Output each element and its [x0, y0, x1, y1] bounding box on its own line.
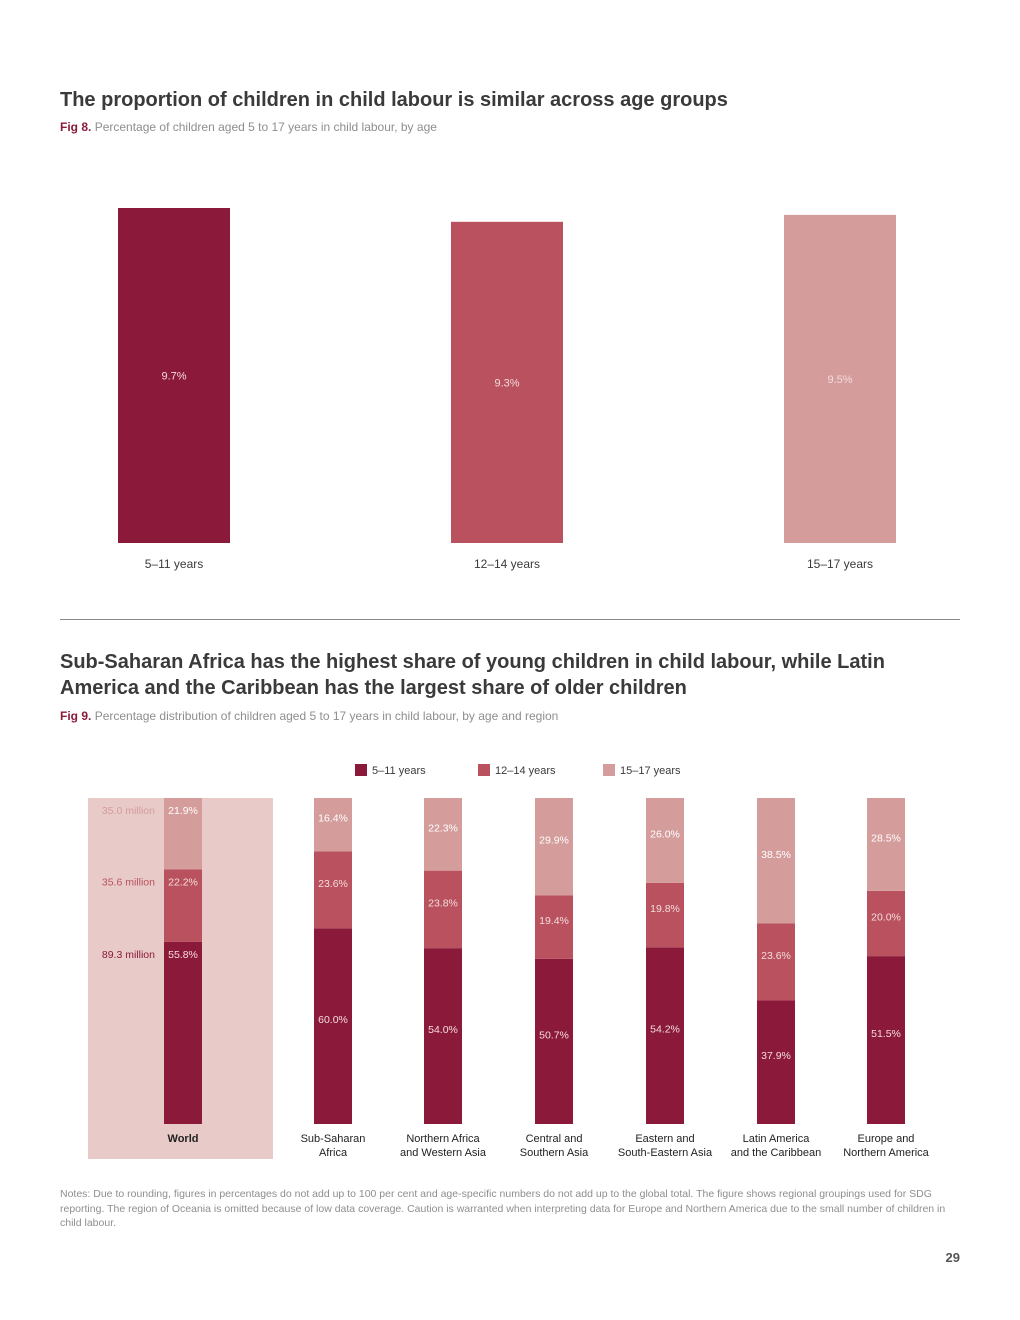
fig9-label: Fig 9.: [60, 709, 92, 723]
segment-value-label: 16.4%: [318, 813, 348, 825]
segment-value-label: 38.5%: [761, 849, 791, 861]
segment-value-label: 54.2%: [650, 1024, 680, 1036]
stacked-bar-segment: [164, 869, 202, 942]
segment-value-label: 50.7%: [539, 1029, 569, 1041]
x-axis-tick-label: Latin America: [743, 1133, 811, 1145]
x-axis-tick-label: 12–14 years: [474, 557, 540, 571]
x-axis-tick-label: Northern Africa: [406, 1133, 480, 1145]
bar-3: [784, 214, 896, 543]
legend-swatch: [603, 764, 615, 776]
legend-swatch: [478, 764, 490, 776]
fig8-caption: Fig 8. Percentage of children aged 5 to …: [60, 120, 437, 134]
stacked-bar-segment: [535, 798, 573, 896]
stacked-bar-segment: [424, 870, 462, 949]
legend-swatch: [355, 764, 367, 776]
stacked-bar-segment: [867, 956, 905, 1124]
legend-label: 15–17 years: [620, 765, 681, 777]
x-axis-tick-label: Southern Asia: [520, 1147, 589, 1159]
segment-value-label: 51.5%: [871, 1028, 901, 1040]
x-axis-tick-label: and Western Asia: [400, 1147, 487, 1159]
segment-value-label: 23.6%: [761, 950, 791, 962]
notes: Notes: Due to rounding, figures in perce…: [60, 1188, 946, 1229]
stacked-bar-segment: [757, 798, 795, 924]
segment-value-label: 22.3%: [428, 822, 458, 834]
segment-value-label: 55.8%: [168, 949, 198, 961]
segment-value-label: 22.2%: [168, 876, 198, 888]
world-count-label: 35.6 million: [102, 876, 155, 888]
legend-label: 12–14 years: [495, 765, 556, 777]
fig9-title-line2: America and the Caribbean has the larges…: [60, 677, 687, 699]
fig8-bar-chart: 9.7% 5–11 years 9.3% 12–14 years 9.5% 15–17 y…: [118, 208, 896, 571]
segment-value-label: 21.9%: [168, 805, 198, 817]
fig9-stacked-bar-chart: 5–11 years 12–14 years 15–17 years 55.8% 89.…: [88, 764, 930, 1159]
stacked-bar-segment: [646, 882, 684, 948]
bar-2: [451, 221, 563, 543]
world-count-label: 35.0 million: [102, 805, 155, 817]
x-axis-tick-label: Africa: [319, 1147, 348, 1159]
x-axis-tick-label: Sub-Saharan: [301, 1133, 366, 1145]
stacked-bar-segment: [757, 1000, 795, 1124]
segment-value-label: 26.0%: [650, 828, 680, 840]
stacked-bar-segment: [314, 928, 352, 1124]
segment-value-label: 23.6%: [318, 878, 348, 890]
stacked-bar-segment: [314, 851, 352, 929]
x-axis-tick-label: World: [168, 1133, 199, 1145]
bar-value-label: 9.5%: [827, 374, 852, 386]
x-axis-tick-label: Northern America: [843, 1147, 929, 1159]
stacked-bar-segment: [164, 941, 202, 1124]
stacked-bar-segment: [424, 798, 462, 871]
segment-value-label: 54.0%: [428, 1024, 458, 1036]
stacked-bar-segment: [164, 798, 202, 870]
x-axis-tick-label: Central and: [526, 1133, 583, 1145]
x-axis-tick-label: Europe and: [858, 1133, 915, 1145]
stacked-bar-segment: [424, 948, 462, 1124]
segment-value-label: 19.8%: [650, 903, 680, 915]
x-axis-tick-label: 5–11 years: [145, 557, 203, 571]
stacked-bar-segment: [867, 798, 905, 891]
bar-value-label: 9.7%: [161, 371, 186, 383]
page-number: 29: [945, 1250, 960, 1265]
fig8-title: The proportion of children in child labo…: [60, 89, 728, 111]
x-axis-tick-label: and the Caribbean: [731, 1147, 822, 1159]
segment-value-label: 37.9%: [761, 1050, 791, 1062]
fig8-label: Fig 8.: [60, 120, 92, 134]
fig9-title-line1: Sub-Saharan Africa has the highest share…: [60, 651, 885, 673]
stacked-bar-segment: [867, 890, 905, 957]
segment-value-label: 19.4%: [539, 915, 569, 927]
fig9-caption: Fig 9. Percentage distribution of childr…: [60, 709, 558, 723]
stacked-bar-segment: [314, 798, 352, 852]
world-count-label: 89.3 million: [102, 949, 155, 961]
segment-value-label: 29.9%: [539, 835, 569, 847]
x-axis-tick-label: South-Eastern Asia: [618, 1147, 713, 1159]
x-axis-tick-label: 15–17 years: [807, 557, 873, 571]
stacked-bar-segment: [646, 798, 684, 883]
stacked-bar-segment: [535, 895, 573, 959]
x-axis-tick-label: Eastern and: [635, 1133, 694, 1145]
section-divider: [60, 619, 960, 620]
segment-value-label: 23.8%: [428, 897, 458, 909]
bar-1: [118, 208, 230, 543]
stacked-bar-segment: [646, 947, 684, 1124]
segment-value-label: 60.0%: [318, 1014, 348, 1026]
fig9-title: Sub-Saharan Africa has the highest share…: [60, 649, 885, 701]
legend-label: 5–11 years: [372, 765, 426, 777]
bar-value-label: 9.3%: [494, 377, 519, 389]
segment-value-label: 20.0%: [871, 912, 901, 924]
fig8-caption-text: Percentage of children aged 5 to 17 year…: [94, 120, 437, 134]
segment-value-label: 28.5%: [871, 832, 901, 844]
stacked-bar-segment: [535, 958, 573, 1124]
fig9-caption-text: Percentage distribution of children aged…: [94, 709, 559, 723]
stacked-bar-segment: [757, 923, 795, 1001]
